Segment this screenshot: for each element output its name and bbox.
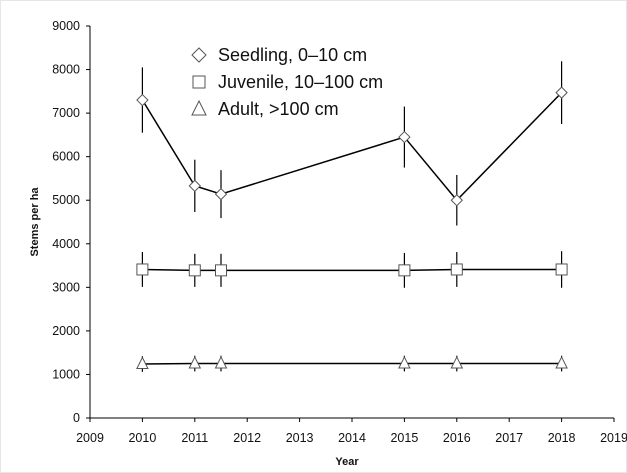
series-square (136, 251, 568, 288)
data-point (555, 263, 568, 276)
x-tick-label: 2018 (548, 431, 576, 445)
x-tick-label: 2019 (600, 431, 627, 445)
x-tick-label: 2009 (76, 431, 104, 445)
x-tick-label: 2013 (286, 431, 314, 445)
series-line (141, 92, 563, 202)
x-tick-label: 2010 (128, 431, 156, 445)
data-point (136, 263, 149, 276)
data-point (450, 355, 464, 369)
data-point (214, 355, 228, 369)
data-point (450, 263, 463, 276)
x-tick-label: 2011 (181, 431, 208, 445)
x-axis-title: Year (335, 456, 359, 468)
data-point (188, 179, 202, 193)
x-tick-label: 2012 (233, 431, 261, 445)
data-point (136, 356, 149, 369)
data-point (136, 93, 149, 107)
data-point (188, 264, 201, 277)
y-tick-label: 3000 (52, 280, 80, 294)
series-triangle (136, 355, 568, 372)
x-tick-label: 2017 (495, 431, 523, 445)
x-tick-label: 2015 (390, 431, 418, 445)
y-tick-label: 4000 (52, 237, 80, 251)
y-tick-label: 0 (73, 411, 80, 425)
data-point (214, 187, 228, 201)
data-point (450, 194, 464, 207)
y-tick-label: 6000 (52, 150, 80, 164)
series-diamond (136, 61, 568, 226)
data-point (555, 355, 568, 369)
data-point (398, 130, 411, 144)
data-point (398, 264, 411, 277)
y-tick-label: 8000 (52, 63, 80, 77)
legend-marker-diamond (191, 47, 207, 63)
legend: Seedling, 0–10 cm Juvenile, 10–100 cm Adul… (191, 45, 383, 119)
legend-label: Juvenile, 10–100 cm (218, 72, 383, 92)
y-tick-label: 2000 (52, 324, 80, 338)
data-point (215, 264, 227, 277)
series-line (142, 268, 562, 272)
plot-area: 0 1000 2000 3000 4000 5000 6000 7000 8000 9000 200… (52, 19, 627, 445)
y-tick-label: 7000 (52, 106, 80, 120)
y-tick-label: 5000 (52, 193, 80, 207)
data-point (188, 355, 202, 369)
legend-label: Seedling, 0–10 cm (218, 45, 367, 65)
y-tick-label: 1000 (52, 367, 80, 381)
legend-marker-square (192, 75, 206, 89)
data-point (398, 355, 411, 369)
y-axis-title: Stems per ha (29, 187, 41, 257)
x-tick-label: 2016 (443, 431, 471, 445)
y-tick-label: 9000 (52, 19, 80, 33)
data-point (555, 86, 568, 99)
x-tick-label: 2014 (338, 431, 366, 445)
legend-marker-triangle (191, 99, 207, 116)
legend-label: Adult, >100 cm (218, 99, 339, 119)
